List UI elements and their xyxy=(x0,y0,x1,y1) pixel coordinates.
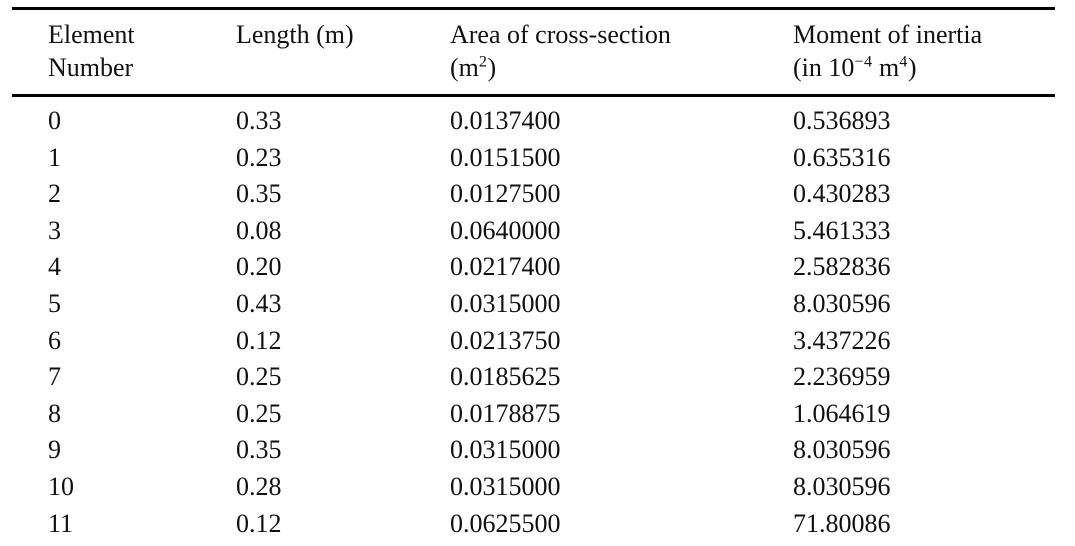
table-row: 10 0.28 0.0315000 8.030596 xyxy=(12,469,1055,506)
area-cell: 0.0640000 xyxy=(450,215,561,245)
area-cell: 0.0213750 xyxy=(450,325,561,355)
table-row: 6 0.12 0.0213750 3.437226 xyxy=(12,323,1055,360)
table-row: 3 0.08 0.0640000 5.461333 xyxy=(12,213,1055,250)
element-number-cell: 0 xyxy=(48,106,61,135)
area-cell: 0.0315000 xyxy=(450,288,561,318)
area-cell: 0.0315000 xyxy=(450,435,561,465)
moment-of-inertia-cell: 71.80086 xyxy=(793,508,891,538)
area-cell: 0.0127500 xyxy=(450,179,561,209)
table-body: 0 0.33 0.0137400 0.536893 1 0.23 0.0151500 0.63… xyxy=(12,96,1055,543)
superscript: 4 xyxy=(899,53,908,71)
col-header-length: Length (m) xyxy=(200,7,414,97)
element-number-cell: 1 xyxy=(48,142,61,172)
header-row: Element Number Length (m) Area of cross-… xyxy=(12,7,1055,97)
col-header-element-number: Element Number xyxy=(12,7,200,97)
moment-of-inertia-cell: 0.430283 xyxy=(793,179,891,209)
header-line1: Length (m) xyxy=(236,20,354,49)
moment-of-inertia-cell: 8.030596 xyxy=(793,288,891,318)
header-line1: Moment of inertia xyxy=(793,20,983,49)
moment-of-inertia-cell: 3.437226 xyxy=(793,325,891,355)
col-header-moment-of-inertia: Moment of inertia (in 10−4 m4) xyxy=(757,7,1055,97)
length-cell: 0.28 xyxy=(236,471,282,501)
area-cell: 0.0178875 xyxy=(450,398,561,428)
header-line1: Element xyxy=(48,20,135,49)
table-row: 2 0.35 0.0127500 0.430283 xyxy=(12,176,1055,213)
area-cell: 0.0151500 xyxy=(450,142,561,172)
header-unit: (in 10−4 m4) xyxy=(793,53,917,82)
moment-of-inertia-cell: 1.064619 xyxy=(793,398,891,428)
area-cell: 0.0625500 xyxy=(450,508,561,538)
element-number-cell: 7 xyxy=(48,362,61,392)
length-cell: 0.25 xyxy=(236,362,282,392)
length-cell: 0.20 xyxy=(236,252,282,282)
length-cell: 0.12 xyxy=(236,325,282,355)
table-row: 7 0.25 0.0185625 2.236959 xyxy=(12,359,1055,396)
element-number-cell: 10 xyxy=(48,471,74,501)
area-cell: 0.0217400 xyxy=(450,252,561,282)
table-row: 11 0.12 0.0625500 71.80086 xyxy=(12,506,1055,543)
moment-of-inertia-cell: 0.635316 xyxy=(793,142,891,172)
length-cell: 0.35 xyxy=(236,435,282,465)
length-cell: 0.12 xyxy=(236,508,282,538)
element-number-cell: 11 xyxy=(48,508,74,538)
header-line1: Area of cross-section xyxy=(450,20,671,49)
length-cell: 0.23 xyxy=(236,142,282,172)
col-header-area: Area of cross-section (m2) xyxy=(414,7,757,97)
table-row: 9 0.35 0.0315000 8.030596 xyxy=(12,432,1055,469)
element-number-cell: 5 xyxy=(48,288,61,318)
area-cell: 0.0185625 xyxy=(450,362,561,392)
header-unit: (m2) xyxy=(450,53,497,82)
table-row: 0 0.33 0.0137400 0.536893 xyxy=(12,96,1055,140)
element-number-cell: 2 xyxy=(48,179,61,209)
superscript: 2 xyxy=(478,53,488,71)
moment-of-inertia-cell: 8.030596 xyxy=(793,471,891,501)
length-cell: 0.25 xyxy=(236,398,282,428)
element-number-cell: 4 xyxy=(48,252,61,282)
element-number-cell: 6 xyxy=(48,325,61,355)
table-header: Element Number Length (m) Area of cross-… xyxy=(12,7,1055,97)
table-row: 5 0.43 0.0315000 8.030596 xyxy=(12,286,1055,323)
moment-of-inertia-cell: 2.236959 xyxy=(793,362,891,392)
element-number-cell: 3 xyxy=(48,215,61,245)
header-line2: Number xyxy=(48,53,134,82)
moment-of-inertia-cell: 0.536893 xyxy=(793,106,891,135)
superscript: −4 xyxy=(854,53,873,71)
element-properties-table: Element Number Length (m) Area of cross-… xyxy=(12,7,1055,542)
moment-of-inertia-cell: 8.030596 xyxy=(793,435,891,465)
table-row: 4 0.20 0.0217400 2.582836 xyxy=(12,249,1055,286)
area-cell: 0.0315000 xyxy=(450,471,561,501)
length-cell: 0.43 xyxy=(236,288,282,318)
length-cell: 0.33 xyxy=(236,106,282,135)
moment-of-inertia-cell: 5.461333 xyxy=(793,215,891,245)
moment-of-inertia-cell: 2.582836 xyxy=(793,252,891,282)
paper-table-page: Element Number Length (m) Area of cross-… xyxy=(0,7,1075,546)
element-number-cell: 9 xyxy=(48,435,61,465)
table-row: 1 0.23 0.0151500 0.635316 xyxy=(12,140,1055,177)
element-number-cell: 8 xyxy=(48,398,61,428)
table-row: 8 0.25 0.0178875 1.064619 xyxy=(12,396,1055,433)
length-cell: 0.35 xyxy=(236,179,282,209)
length-cell: 0.08 xyxy=(236,215,282,245)
area-cell: 0.0137400 xyxy=(450,106,561,135)
